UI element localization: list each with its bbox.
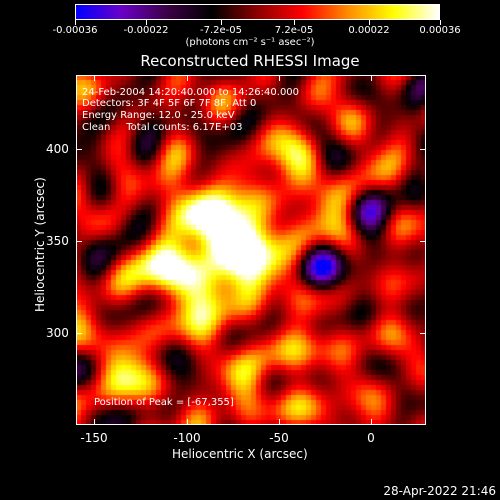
colorbar-tick-label: 0.00036 xyxy=(419,25,461,36)
y-tick-mark xyxy=(76,149,82,150)
colorbar-tick xyxy=(221,20,222,25)
x-tick-label: -50 xyxy=(269,431,289,445)
x-tick-label: -100 xyxy=(173,431,201,445)
annotation-clean: Clean Total counts: 6.17E+03 xyxy=(82,122,243,133)
colorbar xyxy=(75,4,440,20)
colorbar-tick xyxy=(294,20,295,25)
colorbar-tick-label: -0.00036 xyxy=(52,25,98,36)
x-tick-mark xyxy=(94,419,95,425)
colorbar-tick xyxy=(369,20,370,25)
plot-title: Reconstructed RHESSI Image xyxy=(140,52,360,70)
y-tick-mark xyxy=(76,333,82,334)
y-tick-label: 400 xyxy=(46,142,69,156)
colorbar-tick xyxy=(440,20,441,25)
y-axis-label: Heliocentric Y (arcsec) xyxy=(33,177,47,312)
colorbar-units: (photons cm⁻² s⁻¹ asec⁻²) xyxy=(185,37,315,48)
annotation-detectors: Detectors: 3F 4F 5F 6F 7F 8F, Att 0 xyxy=(82,98,257,109)
heatmap-image xyxy=(76,75,426,425)
annotation-time: 24-Feb-2004 14:20:40.000 to 14:26:40.000 xyxy=(82,87,300,98)
x-tick-label: -150 xyxy=(80,431,108,445)
x-tick-mark xyxy=(187,419,188,425)
colorbar-tick-label: -0.00022 xyxy=(123,25,169,36)
colorbar-tick-label: -7.2e-05 xyxy=(200,25,242,36)
y-tick-mark xyxy=(76,241,82,242)
plot-frame xyxy=(76,75,426,425)
x-tick-mark xyxy=(94,75,95,81)
annotation-peak: Position of Peak = [-67,355] xyxy=(94,397,234,408)
x-tick-mark xyxy=(371,75,372,81)
x-tick-mark xyxy=(371,419,372,425)
colorbar-tick xyxy=(146,20,147,25)
timestamp: 28-Apr-2022 21:46 xyxy=(383,484,496,498)
y-tick-mark xyxy=(420,333,426,334)
colorbar-tick-label: 0.00022 xyxy=(348,25,390,36)
annotation-energy: Energy Range: 12.0 - 25.0 keV xyxy=(82,110,235,121)
x-tick-label: 0 xyxy=(367,431,375,445)
colorbar-tick-label: 7.2e-05 xyxy=(274,25,314,36)
y-tick-mark xyxy=(420,241,426,242)
x-axis-label: Heliocentric X (arcsec) xyxy=(172,447,308,461)
y-tick-label: 350 xyxy=(46,234,69,248)
y-tick-mark xyxy=(420,149,426,150)
x-tick-mark xyxy=(187,75,188,81)
y-tick-label: 300 xyxy=(46,326,69,340)
colorbar-tick xyxy=(75,20,76,25)
x-tick-mark xyxy=(279,75,280,81)
x-tick-mark xyxy=(279,419,280,425)
